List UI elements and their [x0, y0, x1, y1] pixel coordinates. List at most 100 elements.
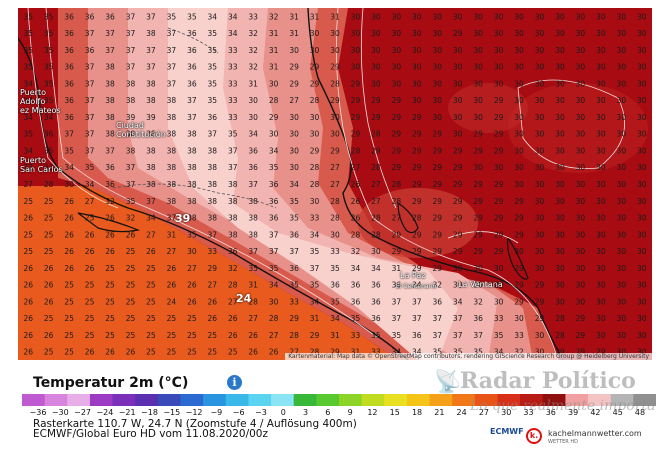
grid-value: 37: [126, 29, 136, 38]
kachelmann-logo-icon[interactable]: k.: [526, 428, 542, 444]
grid-value: 30: [637, 264, 647, 273]
grid-value: 37: [146, 12, 156, 21]
grid-value: 30: [617, 314, 627, 323]
grid-value: 28: [310, 163, 320, 172]
grid-value: 36: [269, 197, 279, 206]
grid-value: 38: [167, 180, 177, 189]
grid-value: 36: [269, 180, 279, 189]
grid-value: 29: [310, 63, 320, 72]
radio-tower-icon: 📡: [434, 370, 462, 395]
grid-value: 30: [596, 314, 606, 323]
watermark-title: Radar Político: [460, 368, 636, 394]
kachelmann-logo[interactable]: kachelmannwetter.com WETTER HD: [548, 430, 642, 446]
grid-value: 26: [44, 281, 54, 290]
grid-value: 29: [494, 130, 504, 139]
grid-value: 30: [576, 197, 586, 206]
grid-value: 38: [105, 96, 115, 105]
colorbar-tick-label: 36: [545, 408, 556, 417]
grid-value: 25: [85, 281, 95, 290]
grid-value: 30: [617, 163, 627, 172]
grid-value: 25: [167, 348, 177, 357]
grid-value: 28: [228, 281, 238, 290]
ecmwf-logo[interactable]: ECMWF: [490, 427, 524, 436]
city-label-puerto-adolfo-lopez-mateos[interactable]: Puerto Adolfo ez Mateos: [20, 88, 61, 115]
grid-value: 30: [596, 63, 606, 72]
city-line: El Centenario: [396, 283, 437, 290]
grid-value: 29: [453, 197, 463, 206]
colorbar-tick-label: −3: [255, 408, 267, 417]
grid-value: 29: [392, 96, 402, 105]
grid-value: 28: [371, 130, 381, 139]
grid-value: 30: [617, 96, 627, 105]
grid-value: 33: [371, 348, 381, 357]
max-temperature-marker[interactable]: 39: [175, 212, 191, 225]
colorbar-segment: [89, 394, 114, 406]
grid-value: 29: [576, 348, 586, 357]
grid-value: 30: [289, 46, 299, 55]
grid-value: 25: [23, 197, 33, 206]
city-label-ciudad-constitucion[interactable]: Ciudad Constitución: [116, 121, 166, 139]
grid-value: 30: [453, 46, 463, 55]
grid-value: 37: [167, 29, 177, 38]
grid-value: 30: [596, 297, 606, 306]
grid-value: 33: [228, 96, 238, 105]
grid-value: 30: [617, 29, 627, 38]
grid-value: 25: [208, 348, 218, 357]
grid-value: 29: [432, 230, 442, 239]
grid-value: 29: [392, 113, 402, 122]
colorbar-segment: [406, 394, 431, 406]
grid-value: 34: [392, 348, 402, 357]
grid-value: 30: [514, 96, 524, 105]
grid-value: 28: [310, 96, 320, 105]
grid-value: 37: [126, 63, 136, 72]
grid-value: 29: [555, 348, 565, 357]
city-label-el-centenario[interactable]: El Centenario: [396, 282, 436, 291]
grid-value: 29: [514, 214, 524, 223]
grid-value: 29: [330, 146, 340, 155]
grid-value: 35: [371, 331, 381, 340]
grid-value: 30: [371, 247, 381, 256]
grid-value: 35: [351, 314, 361, 323]
grid-value: 26: [64, 247, 74, 256]
grid-value: 38: [187, 197, 197, 206]
grid-value: 29: [473, 214, 483, 223]
min-temperature-marker[interactable]: 24: [236, 292, 252, 305]
temperature-raster[interactable]: 35 35 36 36 36 37 37 35 35 34 34 33 32 31 31 31 30 30 30 30…: [18, 8, 652, 360]
grid-value: 26: [105, 214, 115, 223]
grid-value: 29: [576, 314, 586, 323]
grid-value: 35: [208, 63, 218, 72]
grid-value: 34: [23, 113, 33, 122]
grid-value: 26: [23, 281, 33, 290]
grid-value: 33: [310, 214, 320, 223]
grid-value: 29: [432, 247, 442, 256]
grid-value: 30: [637, 12, 647, 21]
temperature-map[interactable]: 35 35 36 36 36 37 37 35 35 34 34 33 32 31 31 31 30 30 30 30…: [18, 8, 652, 360]
grid-value: 38: [228, 214, 238, 223]
grid-value: 33: [228, 79, 238, 88]
grid-value: 30: [617, 214, 627, 223]
grid-value: 36: [64, 96, 74, 105]
grid-value: 30: [432, 63, 442, 72]
grid-value: 29: [494, 180, 504, 189]
grid-value: 30: [535, 163, 545, 172]
city-label-la-paz[interactable]: La Paz: [400, 271, 425, 280]
grid-value: 29: [412, 197, 422, 206]
grid-value: 37: [126, 163, 136, 172]
grid-value: 30: [555, 297, 565, 306]
info-icon[interactable]: i: [227, 375, 242, 390]
grid-value: 29: [432, 146, 442, 155]
grid-value: 30: [637, 146, 647, 155]
grid-value: 30: [535, 348, 545, 357]
grid-value: 30: [535, 146, 545, 155]
grid-value: 36: [105, 163, 115, 172]
grid-value: 30: [555, 96, 565, 105]
city-label-la-ventana[interactable]: La Ventana: [458, 280, 503, 289]
grid-value: 38: [167, 163, 177, 172]
grid-value: 36: [64, 12, 74, 21]
grid-value: 27: [23, 180, 33, 189]
grid-value: 24: [167, 297, 177, 306]
grid-value: 26: [85, 247, 95, 256]
map-attribution[interactable]: Kartenmaterial: Map data © OpenStreetMap…: [285, 353, 652, 360]
grid-value: 30: [514, 146, 524, 155]
city-label-puerto-san-carlos[interactable]: Puerto San Carlos: [20, 156, 63, 174]
